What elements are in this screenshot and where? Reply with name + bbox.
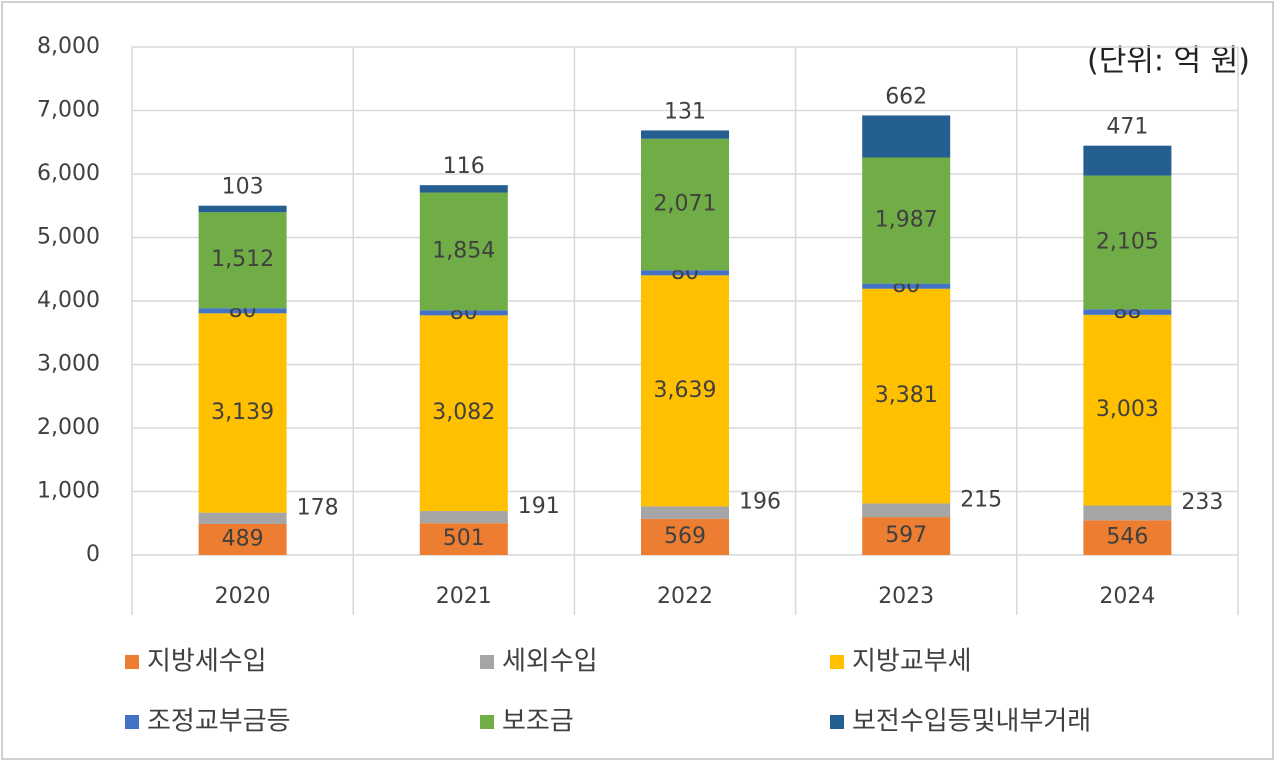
y-tick-label: 3,000 bbox=[37, 352, 100, 377]
legend-swatch bbox=[480, 715, 494, 729]
data-label: 2,105 bbox=[1096, 229, 1159, 254]
data-label: 233 bbox=[1181, 490, 1223, 515]
bar-segment bbox=[419, 310, 508, 316]
bar-segment bbox=[641, 506, 729, 519]
data-label: 3,139 bbox=[211, 400, 274, 425]
bar-segment bbox=[419, 185, 508, 193]
data-label: 116 bbox=[443, 154, 485, 179]
bar-segment bbox=[641, 130, 729, 139]
legend-label: 세외수입 bbox=[502, 647, 598, 677]
data-label: 1,987 bbox=[875, 208, 938, 233]
bar-segment bbox=[862, 283, 951, 289]
x-tick-label: 2021 bbox=[436, 584, 492, 609]
legend-label: 지방세수입 bbox=[147, 647, 267, 677]
bar-segment bbox=[862, 517, 951, 555]
data-label: 3,003 bbox=[1096, 397, 1159, 422]
data-label: 546 bbox=[1106, 525, 1148, 550]
bar-segment bbox=[862, 503, 951, 518]
legend-swatch bbox=[125, 655, 139, 669]
data-label: 131 bbox=[664, 99, 706, 124]
bar-segment bbox=[1083, 175, 1172, 310]
data-label: 215 bbox=[960, 487, 1002, 512]
data-label: 489 bbox=[222, 526, 264, 551]
x-tick-label: 2022 bbox=[657, 584, 713, 609]
bar-segment bbox=[862, 288, 951, 504]
data-label: 196 bbox=[739, 490, 781, 515]
bar-segment bbox=[641, 270, 729, 276]
data-label: 597 bbox=[885, 523, 927, 548]
x-tick-label: 2023 bbox=[878, 584, 934, 609]
data-label: 2,071 bbox=[654, 192, 717, 217]
y-tick-label: 4,000 bbox=[37, 288, 100, 313]
bar-segment bbox=[198, 205, 287, 213]
y-tick-label: 6,000 bbox=[37, 161, 100, 186]
bar-segment bbox=[641, 275, 729, 507]
data-label: 178 bbox=[297, 495, 339, 520]
y-tick-label: 8,000 bbox=[37, 34, 100, 59]
bar-segment bbox=[1083, 145, 1172, 176]
bar-segment bbox=[862, 115, 951, 158]
legend-label: 보전수입등및내부거래 bbox=[852, 707, 1091, 737]
data-label: 1,512 bbox=[211, 247, 274, 272]
x-tick-label: 2024 bbox=[1099, 584, 1155, 609]
data-label: 662 bbox=[885, 84, 927, 109]
bar-segment bbox=[198, 523, 287, 555]
bar-segment bbox=[641, 138, 729, 271]
data-label: 1,854 bbox=[432, 238, 495, 263]
unit-annotation: (단위: 억 원) bbox=[1087, 44, 1250, 79]
legend-label: 조정교부금등 bbox=[147, 707, 291, 737]
bar-segment bbox=[1083, 505, 1172, 521]
bar-segment bbox=[641, 518, 729, 555]
bar-segment bbox=[198, 313, 287, 513]
legend-label: 지방교부세 bbox=[852, 647, 972, 677]
data-label: 191 bbox=[518, 494, 560, 519]
legend-swatch bbox=[830, 655, 844, 669]
bar-segment bbox=[419, 511, 508, 524]
y-tick-label: 0 bbox=[86, 542, 100, 567]
legend-label: 보조금 bbox=[502, 707, 574, 737]
y-tick-label: 7,000 bbox=[37, 98, 100, 123]
data-label: 3,082 bbox=[432, 400, 495, 425]
bar-segment bbox=[198, 512, 287, 524]
bar-segment bbox=[198, 212, 287, 309]
data-label: 3,639 bbox=[654, 378, 717, 403]
data-label: 471 bbox=[1106, 115, 1148, 140]
legend-swatch bbox=[830, 715, 844, 729]
data-label: 103 bbox=[222, 175, 264, 200]
bar-segment bbox=[419, 192, 508, 311]
bar-segment bbox=[862, 157, 951, 284]
legend-swatch bbox=[125, 715, 139, 729]
y-tick-label: 1,000 bbox=[37, 479, 100, 504]
bar-segment bbox=[419, 523, 508, 555]
bar-segment bbox=[1083, 314, 1172, 506]
y-tick-label: 2,000 bbox=[37, 415, 100, 440]
data-label: 501 bbox=[443, 526, 485, 551]
y-tick-label: 5,000 bbox=[37, 225, 100, 250]
bar-segment bbox=[198, 308, 287, 314]
bar-segment bbox=[1083, 520, 1172, 555]
data-label: 569 bbox=[664, 524, 706, 549]
x-tick-label: 2020 bbox=[215, 584, 271, 609]
data-label: 3,381 bbox=[875, 383, 938, 408]
bar-segment bbox=[1083, 309, 1172, 315]
bar-segment bbox=[419, 315, 508, 512]
legend-swatch bbox=[480, 655, 494, 669]
